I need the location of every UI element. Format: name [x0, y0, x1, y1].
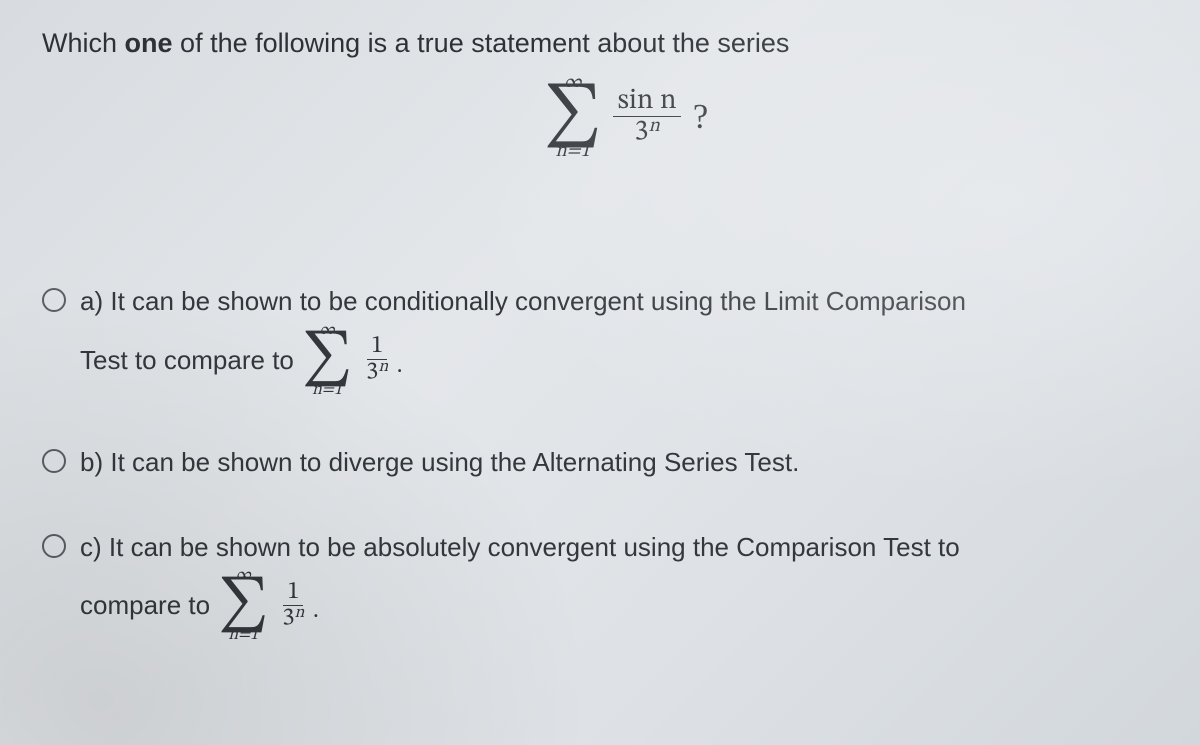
option-b-text: It can be shown to diverge using the Alt…: [110, 447, 799, 477]
question-stem: Which one of the following is a true sta…: [42, 28, 1150, 59]
question-mark: ?: [693, 98, 708, 137]
option-c-line2-prefix: compare to: [80, 585, 210, 625]
main-series: ∞ ∑ n=1 sin n 3n ?: [42, 73, 1150, 161]
question-prefix: Which: [42, 28, 125, 58]
option-c[interactable]: c) It can be shown to be absolutely conv…: [42, 527, 1150, 644]
option-c-line1: It can be shown to be absolutely converg…: [109, 532, 960, 562]
main-numerator: sin n: [613, 87, 680, 117]
option-b-body: b) It can be shown to diverge using the …: [80, 442, 1150, 482]
main-denominator: 3n: [630, 117, 664, 147]
option-a-sum: ∞ ∑ n=1 1 3n .: [302, 322, 403, 399]
radio-b[interactable]: [42, 449, 66, 473]
question-suffix: of the following is a true statement abo…: [173, 28, 790, 58]
option-a-label: a): [80, 286, 103, 316]
radio-a[interactable]: [42, 288, 66, 312]
option-b-label: b): [80, 447, 103, 477]
option-c-body: c) It can be shown to be absolutely conv…: [80, 527, 1150, 644]
sigma-symbol: ∑: [544, 92, 602, 142]
question-bold: one: [125, 28, 173, 58]
option-c-label: c): [80, 532, 102, 562]
main-fraction: sin n 3n: [613, 87, 680, 147]
option-a-body: a) It can be shown to be conditionally c…: [80, 281, 1150, 398]
summation-main: ∞ ∑ n=1 sin n 3n ?: [544, 73, 709, 161]
sum-lower-limit: n=1: [556, 141, 591, 161]
radio-c[interactable]: [42, 534, 66, 558]
option-c-sum: ∞ ∑ n=1 1 3n .: [218, 567, 319, 644]
option-a-line1: It can be shown to be conditionally conv…: [110, 286, 966, 316]
option-a-line2-prefix: Test to compare to: [80, 340, 294, 380]
options-list: a) It can be shown to be conditionally c…: [42, 281, 1150, 643]
option-a[interactable]: a) It can be shown to be conditionally c…: [42, 281, 1150, 398]
option-b[interactable]: b) It can be shown to diverge using the …: [42, 442, 1150, 482]
